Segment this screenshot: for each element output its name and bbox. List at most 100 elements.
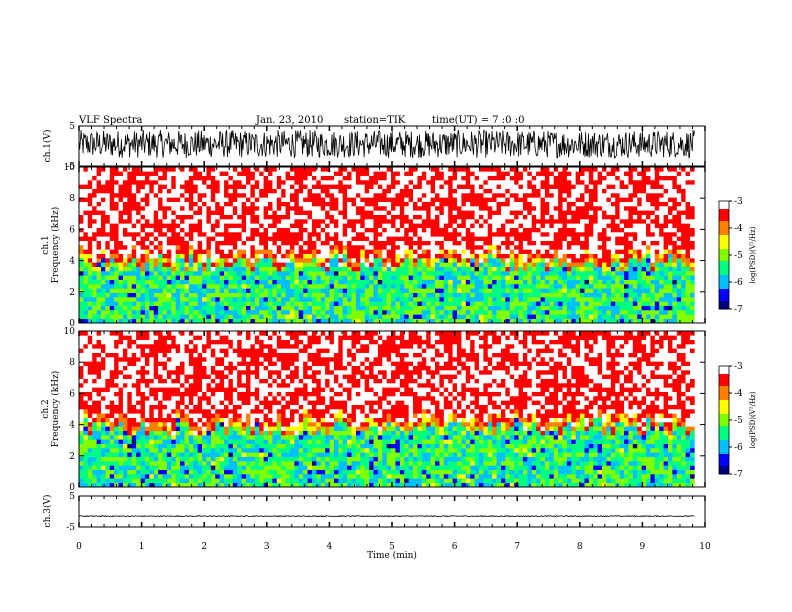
- spectrogram-cell: [325, 275, 330, 280]
- spectrogram-cell: [492, 253, 497, 259]
- spectrogram-cell: [386, 171, 392, 176]
- spectrogram-cell: [509, 262, 515, 267]
- spectrogram-cell: [399, 227, 405, 233]
- spectrogram-cell: [496, 210, 502, 215]
- spectrogram-cell: [158, 232, 163, 237]
- spectrogram-cell: [307, 275, 313, 280]
- spectrogram-cell: [338, 279, 344, 285]
- spectrogram-cell: [87, 314, 93, 319]
- spectrogram-cell: [122, 262, 128, 267]
- spectrogram-cell: [360, 292, 366, 298]
- spectrogram-cell: [206, 206, 212, 211]
- spectrogram-cell: [202, 240, 207, 246]
- spectrogram-cell: [171, 297, 176, 302]
- spectrogram-cell: [509, 279, 515, 285]
- spectrogram-cell: [355, 262, 361, 267]
- spectrogram-cell: [439, 240, 445, 246]
- spectrogram-cell: [232, 249, 238, 254]
- spectrogram-cell: [144, 219, 150, 224]
- spectrogram-cell: [162, 180, 168, 185]
- spectrogram-cell: [457, 206, 462, 211]
- spectrogram-cell: [122, 171, 128, 176]
- spectrogram-cell: [109, 297, 115, 302]
- spectrogram-cell: [408, 167, 414, 172]
- spectrogram-cell: [505, 171, 511, 176]
- spectrogram-cell: [237, 180, 242, 185]
- spectrogram-cell: [281, 193, 286, 198]
- spectrogram-cell: [457, 184, 462, 189]
- spectrogram-cell: [347, 245, 352, 250]
- spectrogram-cell: [237, 310, 242, 315]
- spectrogram-cell: [549, 288, 555, 293]
- spectrogram-cell: [474, 249, 480, 254]
- spectrogram-cell: [333, 305, 339, 311]
- spectrogram-cell: [210, 214, 216, 220]
- spectrogram-cell: [232, 279, 238, 285]
- spectrogram-cell: [487, 167, 493, 172]
- spectrogram-cell: [202, 262, 207, 267]
- spectrogram-cell: [232, 266, 238, 272]
- spectrogram-cell: [619, 171, 625, 176]
- spectrogram-cell: [540, 219, 546, 224]
- spectrogram-cell: [272, 240, 278, 246]
- spectrogram-cell: [615, 219, 620, 224]
- spectrogram-cell: [206, 266, 212, 272]
- spectrogram-cell: [311, 232, 317, 237]
- spectrogram-cell: [215, 236, 220, 241]
- spectrogram-cell: [241, 232, 247, 237]
- spectrogram-cell: [369, 305, 374, 311]
- spectrogram-cell: [430, 284, 436, 289]
- spectrogram-cell: [544, 288, 550, 293]
- spectrogram-cell: [285, 266, 291, 272]
- spectrogram-cell: [166, 232, 172, 237]
- spectrogram-cell: [228, 227, 234, 233]
- spectrogram-cell: [118, 310, 124, 315]
- spectrogram-cell: [663, 297, 669, 302]
- spectrogram-cell: [562, 240, 568, 246]
- spectrogram-cell: [386, 249, 392, 254]
- spectrogram-cell: [364, 284, 370, 289]
- spectrogram-cell: [342, 214, 348, 220]
- spectrogram-cell: [373, 219, 379, 224]
- spectrogram-cell: [373, 180, 379, 185]
- spectrogram-cell: [303, 314, 308, 319]
- spectrogram-cell: [311, 219, 317, 224]
- spectrogram-cell: [522, 266, 528, 272]
- spectrogram-cell: [254, 184, 260, 189]
- spectrogram-cell: [166, 301, 172, 306]
- spectrogram-cell: [496, 288, 502, 293]
- spectrogram-cell: [342, 275, 348, 280]
- spectrogram-cell: [215, 279, 220, 285]
- spectrogram-cell: [435, 288, 440, 293]
- spectrogram-cell: [654, 214, 660, 220]
- spectrogram-cell: [641, 271, 647, 276]
- spectrogram-cell: [333, 301, 339, 306]
- spectrogram-cell: [144, 284, 150, 289]
- spectrogram-cell: [311, 223, 317, 228]
- spectrogram-cell: [166, 262, 172, 267]
- spectrogram-cell: [377, 288, 383, 293]
- spectrogram-cell: [298, 167, 304, 172]
- spectrogram-cell: [672, 301, 678, 306]
- spectrogram-cell: [562, 171, 568, 176]
- spectrogram-cell: [281, 197, 286, 202]
- spectrogram-cell: [426, 219, 431, 224]
- spectrogram-cell: [654, 275, 660, 280]
- spectrogram-cell: [558, 318, 563, 324]
- spectrogram-cell: [443, 171, 449, 176]
- spectrogram-cell: [492, 167, 497, 172]
- spectrogram-cell: [540, 275, 546, 280]
- spectrogram-cell: [118, 214, 124, 220]
- spectrogram-cell: [87, 193, 93, 198]
- spectrogram-cell: [105, 171, 111, 176]
- spectrogram-cell: [144, 175, 150, 181]
- spectrogram-cell: [448, 180, 453, 185]
- spectrogram-cell: [153, 206, 159, 211]
- spectrogram-cell: [149, 175, 155, 181]
- spectrogram-cell: [641, 301, 647, 306]
- spectrogram-cell: [285, 188, 291, 194]
- spectrogram-cell: [500, 297, 506, 302]
- spectrogram-cell: [514, 275, 519, 280]
- spectrogram-cell: [92, 314, 97, 319]
- spectrogram-cell: [109, 201, 115, 207]
